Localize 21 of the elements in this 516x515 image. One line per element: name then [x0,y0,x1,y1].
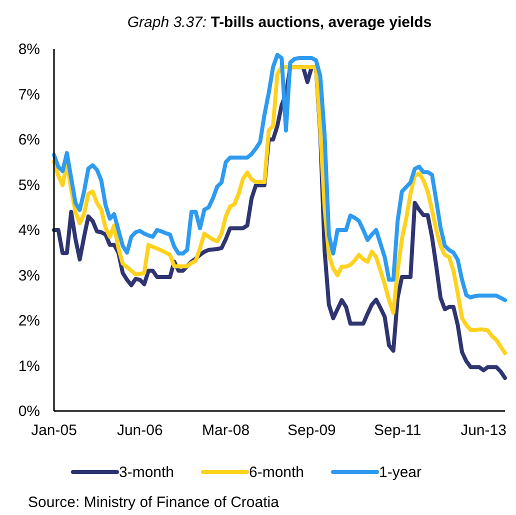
x-tick-label: Mar-08 [202,422,250,439]
y-tick-label: 8% [18,41,40,58]
x-tick-label: Jan-05 [31,422,77,439]
line-series [52,52,507,302]
y-tick-label: 3% [18,267,40,284]
y-tick-label: 5% [18,176,40,194]
x-tick-label: Jun-06 [116,422,163,439]
chart-title: Graph 3.37: T-bills auctions, average yields [127,14,432,31]
x-tick-label: Sep-11 [374,422,422,439]
y-tick-label: 2% [18,312,40,330]
y-tick-label: 0% [18,403,40,420]
y-tick-label: 6% [18,132,40,148]
legend-label: 6-month [249,464,304,481]
y-tick-label: 7% [18,86,40,104]
x-tick-label: Sep-09 [288,422,336,439]
y-tick-label: 4% [18,222,40,239]
y-tick-label: 1% [18,358,40,375]
legend-label: 1-year [379,464,422,481]
source-note: Source: Ministry of Finance of Croatia [28,494,280,511]
x-tick-label: Jun-13 [460,422,506,439]
legend-label: 3-month [119,464,174,481]
